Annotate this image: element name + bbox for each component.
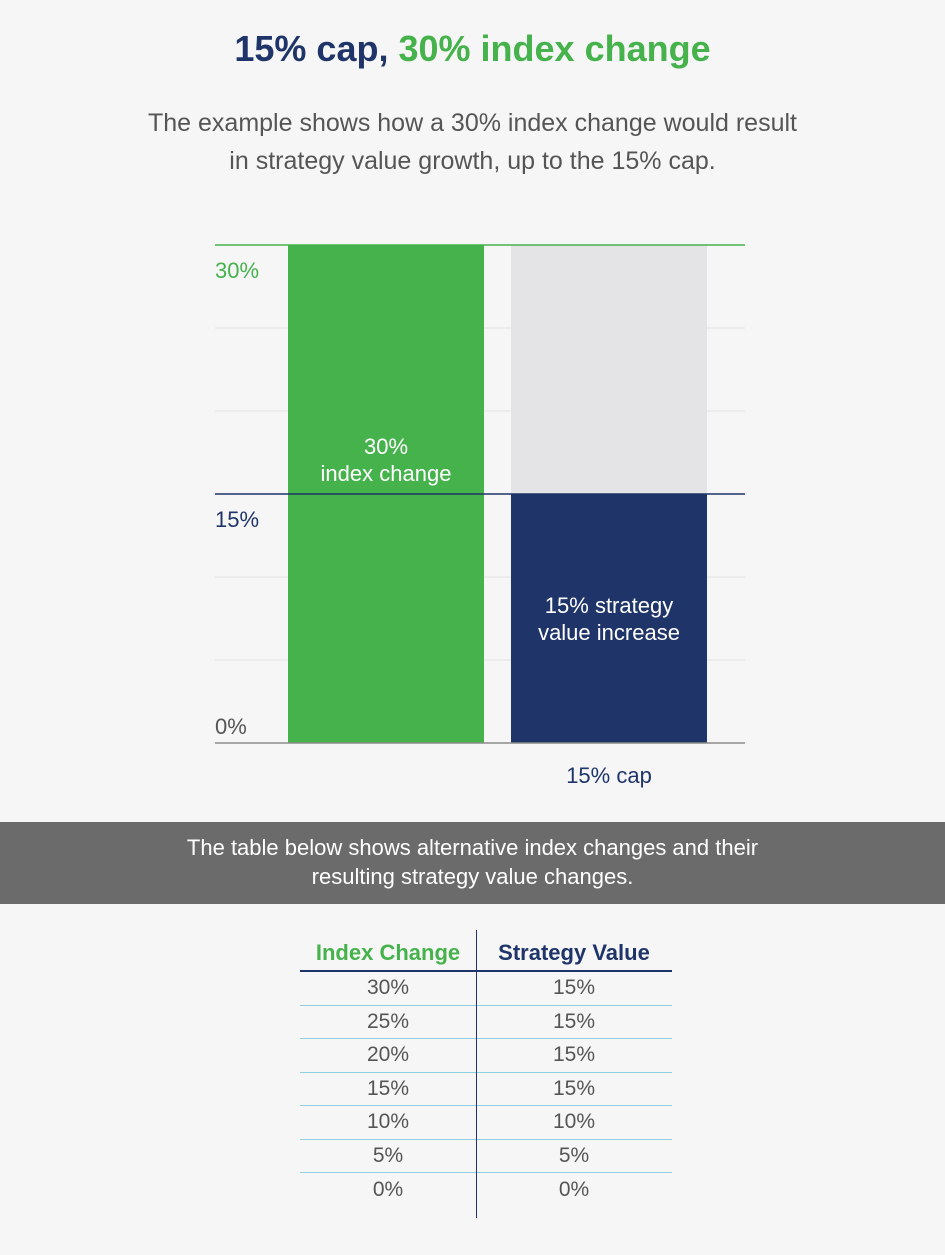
table-row: 25% 15% bbox=[300, 1006, 672, 1039]
bar-strategy bbox=[511, 494, 707, 743]
page-subtitle: The example shows how a 30% index change… bbox=[148, 109, 797, 175]
bar-data-label: value increase bbox=[538, 620, 680, 645]
table-header-row: Index Change Strategy Value bbox=[300, 930, 672, 972]
table-row: 15% 15% bbox=[300, 1073, 672, 1106]
y-tick-label: 15% bbox=[215, 507, 259, 532]
cell-strategy-value: 5% bbox=[558, 1143, 590, 1167]
cell-strategy-value: 0% bbox=[558, 1177, 590, 1201]
cell-strategy-value: 15% bbox=[552, 1043, 596, 1067]
bar-data-label: 30% bbox=[364, 434, 408, 459]
cell-index-change: 30% bbox=[366, 976, 410, 1000]
cell-index-change: 20% bbox=[366, 1043, 410, 1067]
title-index-change: 30% index change bbox=[398, 28, 711, 69]
cell-index-change: 0% bbox=[372, 1177, 404, 1201]
y-tick-label: 0% bbox=[215, 714, 247, 739]
table-row: 5% 5% bbox=[300, 1140, 672, 1173]
cell-strategy-value: 15% bbox=[552, 1009, 596, 1033]
header-index-change: Index Change bbox=[315, 940, 461, 965]
cell-index-change: 25% bbox=[366, 1009, 410, 1033]
table-column-divider bbox=[476, 930, 477, 1218]
cell-strategy-value: 15% bbox=[552, 1076, 596, 1100]
bar-data-label: index change bbox=[321, 461, 452, 486]
cell-index-change: 5% bbox=[372, 1143, 404, 1167]
header-strategy-value: Strategy Value bbox=[498, 940, 650, 965]
cell-index-change: 10% bbox=[366, 1110, 410, 1134]
table-row: 0% 0% bbox=[300, 1173, 672, 1207]
cell-index-change: 15% bbox=[366, 1076, 410, 1100]
y-tick-label: 30% bbox=[215, 258, 259, 283]
table-row: 30% 15% bbox=[300, 972, 672, 1006]
bar-data-label: 15% strategy bbox=[545, 593, 673, 618]
title-cap: 15% cap, bbox=[234, 28, 389, 69]
index-strategy-table: Index Change Strategy Value 30% 15% 25% … bbox=[300, 930, 672, 1218]
table-row: 10% 10% bbox=[300, 1106, 672, 1140]
table-row: 20% 15% bbox=[300, 1039, 672, 1073]
cell-strategy-value: 15% bbox=[552, 976, 596, 1000]
page-title: 15% cap, 30% index change bbox=[0, 28, 945, 70]
x-category-label: 15% cap bbox=[566, 763, 652, 788]
table-intro-banner: The table below shows alternative index … bbox=[0, 822, 945, 904]
cell-strategy-value: 10% bbox=[552, 1110, 596, 1134]
